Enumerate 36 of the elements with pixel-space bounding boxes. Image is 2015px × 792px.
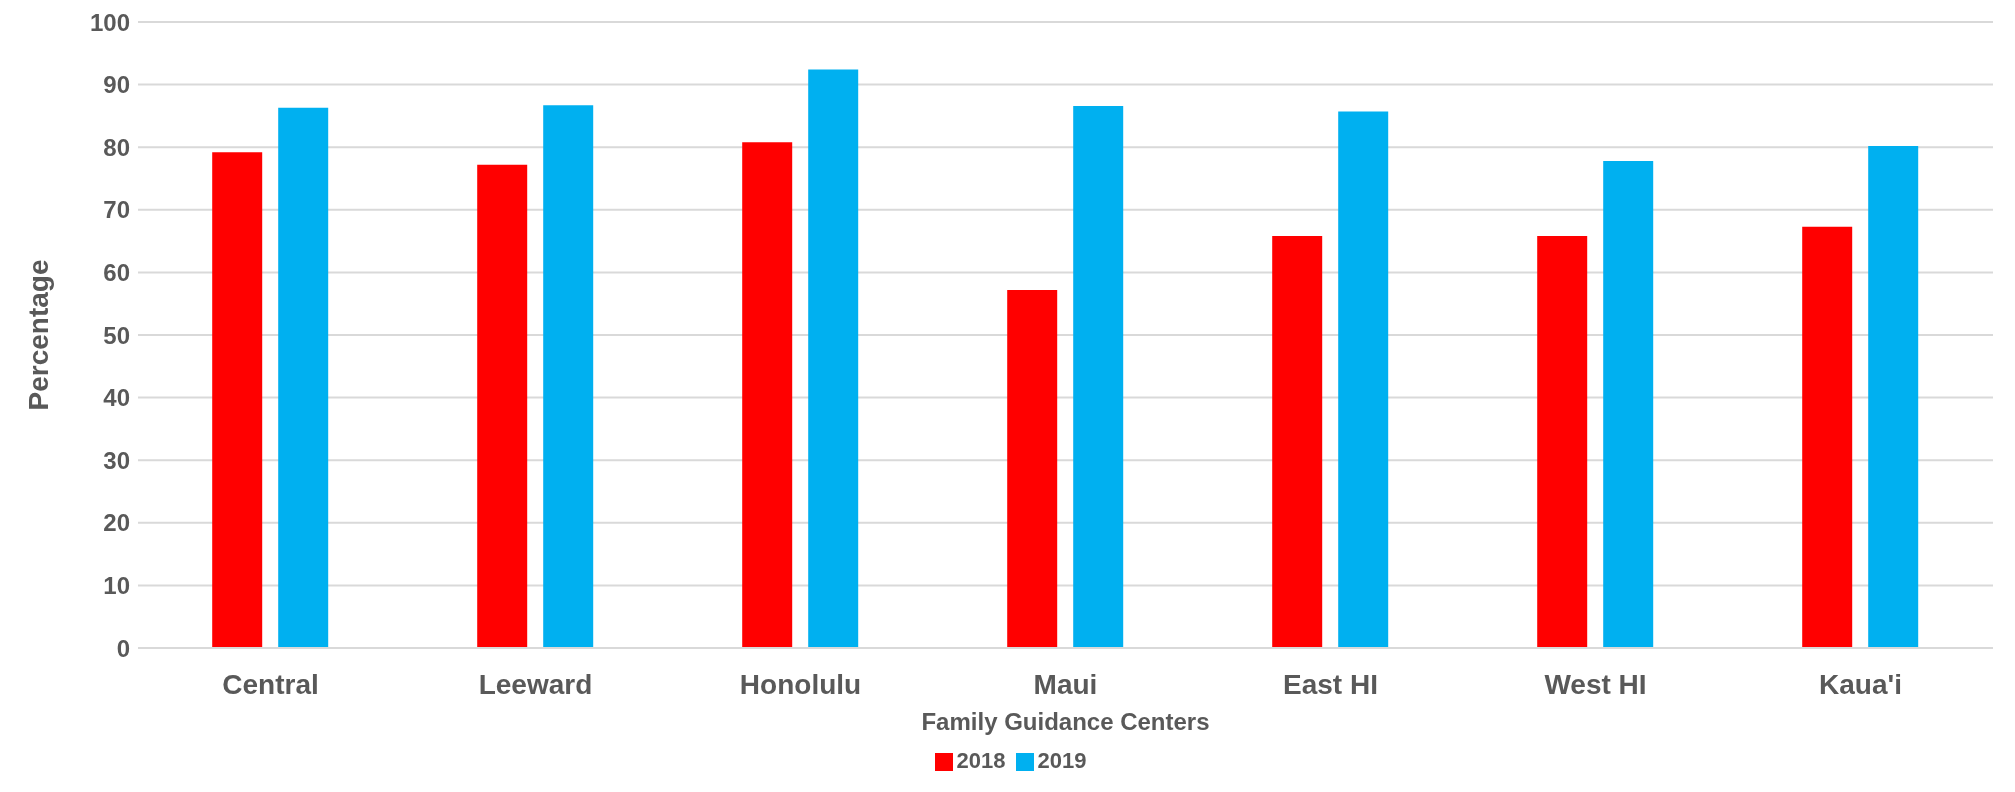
y-tick-label: 30 <box>103 446 130 474</box>
y-tick-label: 90 <box>103 71 130 99</box>
bar <box>1338 111 1389 648</box>
y-tick-label: 60 <box>103 258 130 286</box>
y-tick-label: 40 <box>103 384 130 412</box>
y-tick-label: 20 <box>103 509 130 537</box>
bar <box>808 69 859 648</box>
bar <box>1802 226 1853 648</box>
x-tick-label: Honolulu <box>739 668 862 700</box>
y-tick-label: 80 <box>103 133 130 161</box>
bar <box>1868 145 1919 648</box>
x-tick-label: Kaua'i <box>1819 668 1902 700</box>
bar <box>278 107 329 648</box>
bar <box>742 142 793 648</box>
y-tick-label: 100 <box>89 8 130 36</box>
bar <box>1073 105 1124 648</box>
bar <box>1603 160 1654 648</box>
x-tick-label: West HI <box>1544 668 1647 700</box>
bar <box>543 105 594 648</box>
bar <box>212 152 263 648</box>
legend-label: 2018 <box>956 748 1006 773</box>
bar <box>1007 289 1058 648</box>
y-tick-label: 10 <box>103 571 130 599</box>
bar <box>1537 236 1588 648</box>
bar <box>1272 236 1323 648</box>
legend-label: 2019 <box>1037 748 1087 773</box>
y-tick-label: 0 <box>116 634 130 662</box>
bar <box>477 164 528 648</box>
y-tick-label: 50 <box>103 321 130 349</box>
x-tick-label: Leeward <box>478 668 593 700</box>
x-axis-title: Family Guidance Centers <box>921 708 1210 735</box>
y-tick-label: 70 <box>103 196 130 224</box>
y-axis-title: Percentage <box>22 259 54 411</box>
x-tick-label: East HI <box>1283 668 1378 700</box>
x-tick-label: Maui <box>1033 668 1098 700</box>
x-tick-label: Central <box>222 668 319 700</box>
